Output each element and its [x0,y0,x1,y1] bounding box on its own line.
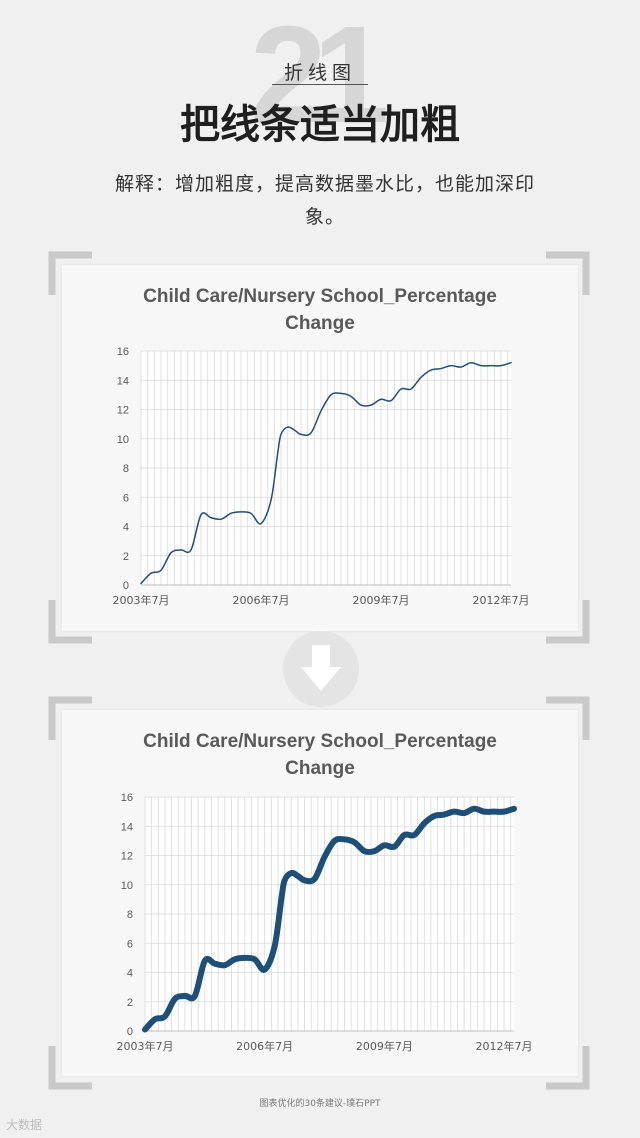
chart-title-after: Child Care/Nursery School_Percentage Cha… [62,728,578,782]
chart-panel-after: Child Care/Nursery School_Percentage Cha… [62,710,578,1076]
chart-panel-before: Child Care/Nursery School_Percentage Cha… [62,265,578,631]
section-number: 21 [250,0,389,152]
explanation-text: 解释：增加粗度，提高数据墨水比，也能加深印象。 [115,173,536,228]
chart-title-line: Change [285,313,355,334]
chart-title-before: Child Care/Nursery School_Percentage Cha… [62,283,578,337]
arrow-down-icon [301,645,341,691]
category-label: 折线图 [283,62,356,84]
chart-title-line: Child Care/Nursery School_Percentage [143,731,497,752]
headline: 把线条适当加粗 [180,102,460,148]
arrow-down-circle [283,631,359,707]
category-underline [272,84,368,85]
chart-title-line: Change [285,758,355,779]
watermark: 大数据 [6,1118,43,1132]
chart-title-line: Child Care/Nursery School_Percentage [143,286,497,307]
footer-caption: 图表优化的30条建议-璞石PPT [259,1099,381,1109]
